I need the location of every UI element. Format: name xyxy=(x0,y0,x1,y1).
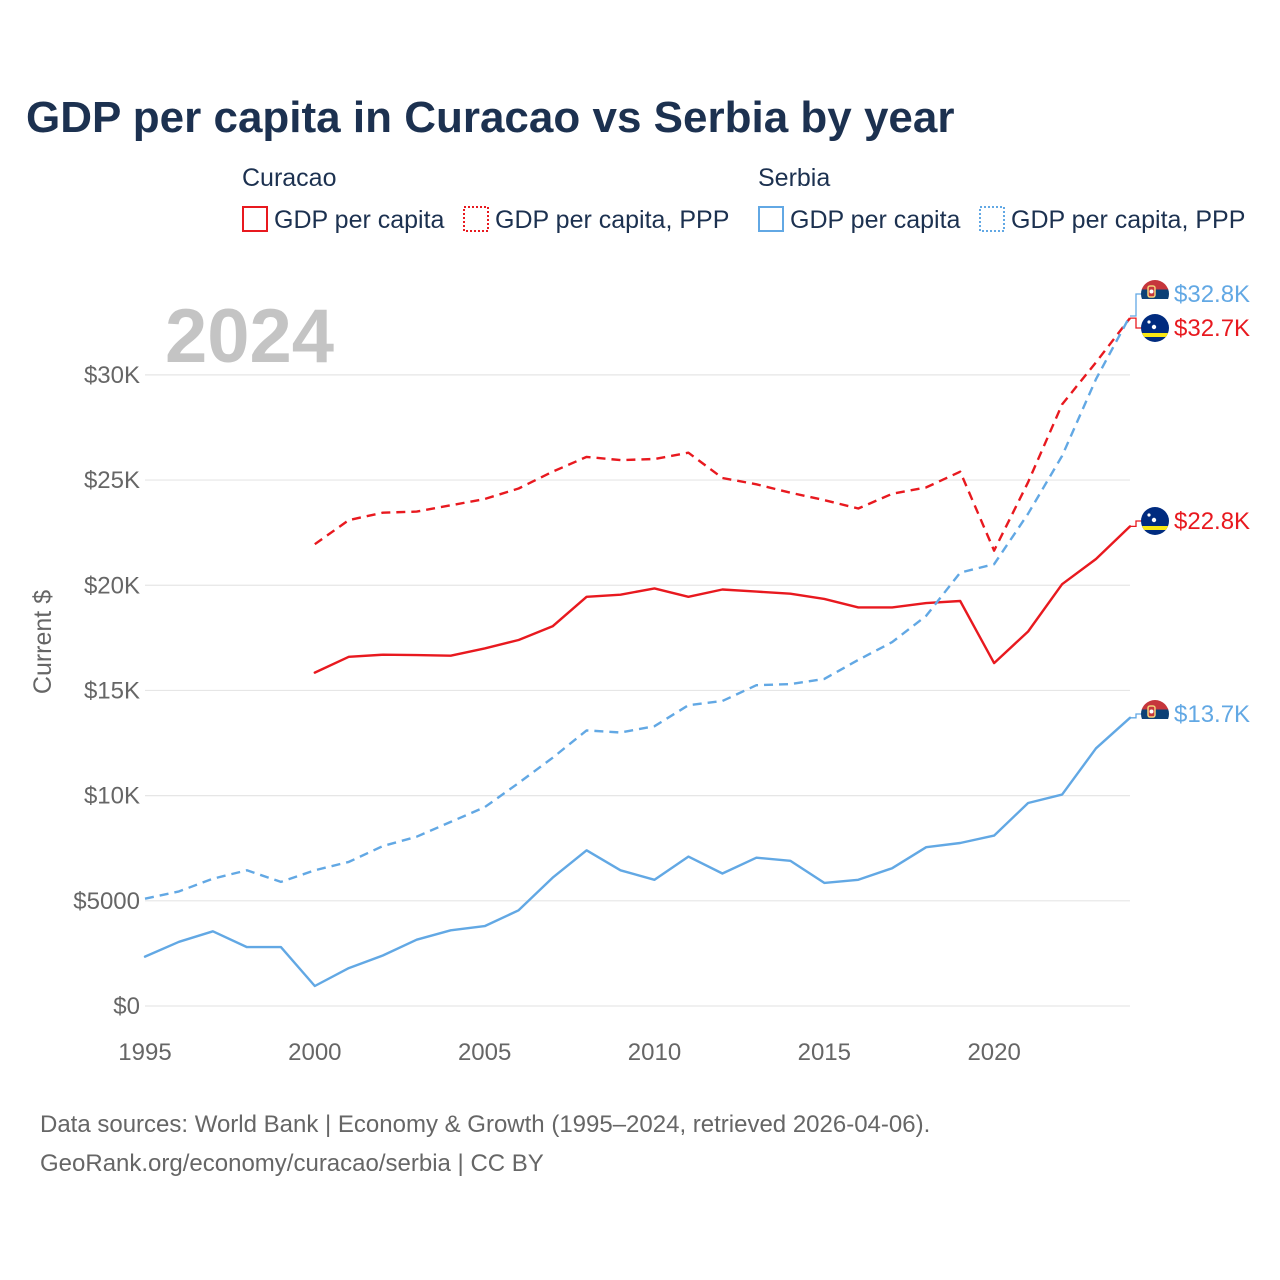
label-connector xyxy=(1130,520,1142,528)
series-line-serbia-gdp xyxy=(143,716,1132,988)
y-tick-label: $0 xyxy=(113,993,140,1020)
label-connector xyxy=(1130,293,1142,317)
x-axis-ticks: 1995 2000 2005 2010 2015 2020 xyxy=(118,1039,1021,1066)
series-line-serbia-ppp xyxy=(144,315,1132,900)
legend-swatch-curacao-gdp xyxy=(242,206,268,232)
end-value-label: $13.7K xyxy=(1174,701,1250,728)
legend-label-serbia-gdp: GDP per capita xyxy=(790,206,961,234)
serbia-flag-icon xyxy=(1141,280,1169,308)
end-label: $13.7K xyxy=(1130,700,1250,728)
x-tick-label: 1995 xyxy=(118,1039,171,1066)
y-tick-label: $25K xyxy=(84,467,140,494)
legend: Curacao GDP per capita GDP per capita, P… xyxy=(242,164,1245,234)
legend-swatch-serbia-gdp xyxy=(758,206,784,232)
legend-label-curacao-gdp: GDP per capita xyxy=(274,206,445,234)
y-tick-label: $30K xyxy=(84,362,140,389)
end-label: $32.8K xyxy=(1130,280,1250,317)
source-line-2: GeoRank.org/economy/curacao/serbia | CC … xyxy=(40,1150,544,1177)
x-tick-label: 2005 xyxy=(458,1039,511,1066)
legend-group-serbia: Serbia xyxy=(758,164,830,192)
y-tick-label: $20K xyxy=(84,572,140,599)
serbia-flag-icon xyxy=(1141,700,1169,728)
label-connector xyxy=(1130,713,1142,719)
chart-title: GDP per capita in Curacao vs Serbia by y… xyxy=(26,93,955,142)
y-tick-label: $5000 xyxy=(73,888,140,915)
legend-swatch-curacao-ppp xyxy=(463,206,489,232)
series-line-curacao-ppp xyxy=(314,317,1131,552)
end-labels: $32.8K $32.7K $22.8K $13.7K xyxy=(1130,280,1250,728)
end-value-label: $32.8K xyxy=(1174,281,1250,308)
y-axis-ticks: $0 $5000 $10K $15K $20K $25K $30K xyxy=(73,362,140,1020)
year-watermark: 2024 xyxy=(165,294,334,379)
series-lines xyxy=(143,315,1132,988)
legend-label-curacao-ppp: GDP per capita, PPP xyxy=(495,206,729,234)
source-line-1: Data sources: World Bank | Economy & Gro… xyxy=(40,1111,930,1138)
series-line-curacao-gdp xyxy=(313,525,1132,674)
end-value-label: $22.8K xyxy=(1174,508,1250,535)
y-tick-label: $15K xyxy=(84,677,140,704)
end-label: $22.8K xyxy=(1130,507,1250,535)
end-label: $32.7K xyxy=(1130,314,1250,342)
end-value-label: $32.7K xyxy=(1174,315,1250,342)
curacao-flag-icon xyxy=(1141,314,1169,342)
y-axis-title: Current $ xyxy=(29,590,57,694)
legend-label-serbia-ppp: GDP per capita, PPP xyxy=(1011,206,1245,234)
x-tick-label: 2015 xyxy=(798,1039,851,1066)
x-tick-label: 2020 xyxy=(967,1039,1020,1066)
x-tick-label: 2010 xyxy=(628,1039,681,1066)
x-tick-label: 2000 xyxy=(288,1039,341,1066)
label-connector xyxy=(1130,317,1142,329)
y-tick-label: $10K xyxy=(84,783,140,810)
curacao-flag-icon xyxy=(1141,507,1169,535)
legend-group-curacao: Curacao xyxy=(242,164,337,192)
grid xyxy=(145,374,1130,1007)
legend-swatch-serbia-ppp xyxy=(979,206,1005,232)
